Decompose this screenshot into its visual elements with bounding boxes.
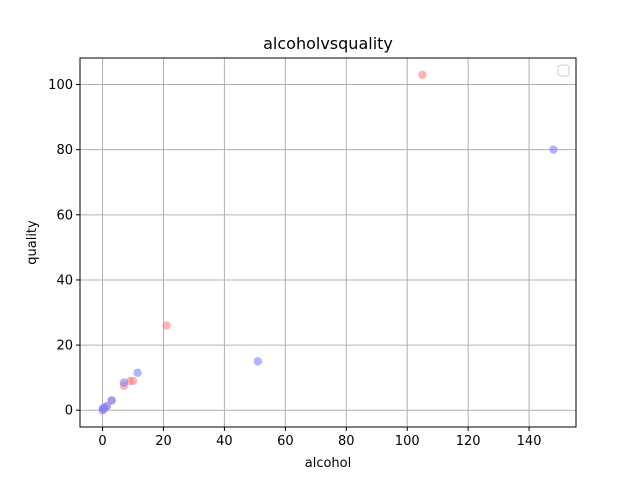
y-tick-label: 80 bbox=[56, 143, 73, 158]
x-tick-label: 40 bbox=[216, 434, 233, 449]
scatter-point-series-2 bbox=[107, 396, 116, 405]
y-tick-label: 60 bbox=[56, 208, 73, 223]
scatter-point-series-2 bbox=[133, 368, 142, 377]
scatter-point-series-2 bbox=[98, 403, 108, 413]
x-tick-label: 20 bbox=[155, 434, 172, 449]
data-points bbox=[98, 70, 558, 415]
grid-lines bbox=[80, 58, 576, 427]
y-axis-ticks: 0 20 40 60 80 100 bbox=[48, 78, 80, 419]
scatter-point-series-2 bbox=[549, 145, 558, 154]
y-tick-label: 40 bbox=[56, 273, 73, 288]
scatter-point-series-2 bbox=[119, 378, 129, 387]
x-axis-label: alcohol bbox=[305, 456, 351, 471]
x-tick-label: 100 bbox=[395, 434, 420, 449]
legend-box bbox=[557, 64, 570, 77]
scatter-point-series-2 bbox=[253, 357, 263, 366]
chart-title: alcoholvsquality bbox=[263, 34, 393, 53]
y-tick-label: 20 bbox=[56, 339, 73, 354]
x-tick-label: 120 bbox=[456, 434, 481, 449]
scatter-point-series-1 bbox=[128, 376, 138, 386]
x-tick-label: 140 bbox=[517, 434, 542, 449]
scatter-point-series-1 bbox=[418, 70, 427, 79]
x-tick-label: 0 bbox=[98, 434, 106, 449]
x-tick-label: 80 bbox=[338, 434, 355, 449]
scatter-point-series-1 bbox=[162, 321, 171, 330]
y-axis-label: quality bbox=[25, 220, 40, 265]
y-tick-label: 100 bbox=[48, 78, 73, 93]
x-axis-ticks: 0 20 40 60 80 100 120 140 bbox=[98, 427, 541, 449]
y-tick-label: 0 bbox=[65, 404, 73, 419]
x-tick-label: 60 bbox=[277, 434, 294, 449]
plot-area-frame bbox=[79, 57, 577, 428]
